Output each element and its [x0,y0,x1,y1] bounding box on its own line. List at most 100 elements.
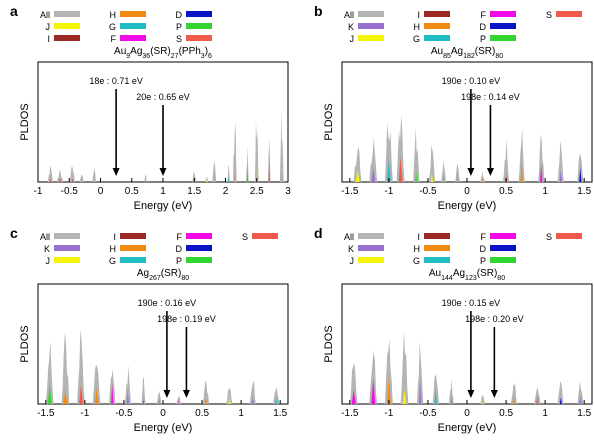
dos-band-all [417,341,424,404]
plot-area [341,283,593,405]
dos-band-all [69,165,75,182]
dos-band-all [205,176,208,182]
dos-band-partial [79,384,83,404]
dos-band-partial [402,389,407,404]
dos-band-all [48,165,53,182]
legend-label-P: P [176,256,182,266]
legend-label-F: F [481,10,487,20]
legend: All I F S K H D J G P [344,232,582,266]
legend-label-J: J [46,22,51,32]
legend-label-H: H [110,10,117,20]
gap-annotation: 190e : 0.15 eV [442,298,501,308]
x-tick-label: 0.5 [499,186,513,197]
legend-label-S: S [546,232,552,242]
legend: All I F S K H D J G P [40,232,278,266]
dos-band-all [79,174,84,182]
legend-swatch-P [490,257,516,263]
dos-band-partial [386,376,391,404]
dos-band-partial [143,399,144,404]
dos-band-all [61,332,70,404]
legend-label-All: All [344,232,354,242]
legend-swatch-I [424,233,450,239]
dos-band-partial [371,379,376,404]
panel-c: c All I F S K H D J G P Ag267(SR)80 -1.5 -1 -0.5 0 0.5 1 1… [10,225,289,434]
x-tick-label: 1 [542,186,548,197]
legend-swatch-F [490,233,516,239]
dos-band-all [124,365,131,404]
legend-label-K: K [44,244,50,254]
x-tick-label: 2 [223,186,229,197]
dos-band-all [413,127,420,182]
x-axis-label: Energy (eV) [134,422,193,434]
dos-band-all [268,137,271,182]
x-tick-label: -0.5 [419,186,437,197]
legend-swatch-I [120,233,146,239]
dos-band-partial [227,176,230,182]
legend-swatch-J [54,23,80,29]
dos-band-all [557,380,564,404]
dos-band-partial [71,178,73,182]
dos-band-partial [126,391,129,404]
panel-title: Au144Ag123(SR)80 [429,268,505,282]
x-axis-label: Energy (eV) [134,200,193,212]
dos-band-partial [94,388,99,404]
legend-swatch-H [424,23,450,29]
x-axis-label: Energy (eV) [438,200,497,212]
x-tick-label: -1.5 [341,408,359,419]
legend: All H D J G P I F S [40,10,212,44]
x-axis-label: Energy (eV) [438,422,497,434]
x-tick-label: -0.5 [61,186,79,197]
legend-label-I: I [47,34,50,44]
dos-band-partial [111,384,114,404]
dos-band-partial [275,397,278,404]
dos-band-partial [443,174,444,182]
x-tick-label: -1.5 [37,408,55,419]
dos-band-all [369,138,378,182]
gap-arrow-head [163,390,171,398]
legend-swatch-D [186,245,212,251]
legend-swatch-K [358,245,384,251]
dos-band-partial [144,179,147,182]
dos-band-partial [415,171,418,182]
gap-annotation: 198e : 0.20 eV [465,314,524,324]
legend-swatch-G [424,35,450,41]
dos-band-partial [536,396,539,404]
dos-band-all [254,120,259,182]
dos-band-all [349,363,358,404]
legend-swatch-I [54,35,80,41]
legend-label-D: D [480,244,487,254]
x-tick-label: -1 [384,186,393,197]
legend-label-All: All [344,10,354,20]
gap-annotation: 18e : 0.71 eV [89,76,143,86]
gap-arrow-head [486,168,494,176]
legend-label-I: I [417,10,420,20]
legend-label-P: P [480,34,486,44]
x-tick-label: 3 [285,186,291,197]
gap-annotation: 190e : 0.10 eV [442,76,501,86]
dos-band-partial [520,160,523,182]
x-axis: -1.5 -1 -0.5 0 0.5 1 1.5 [341,400,592,419]
legend-label-G: G [413,34,420,44]
legend-swatch-All [54,233,80,239]
dos-band-partial [482,178,483,182]
panel-d: d All I F S K H D J G P Au144Ag123(SR)80 -1.5 -1 -0.5 0… [314,225,593,434]
x-tick-label: 1 [238,408,244,419]
legend-label-F: F [111,34,117,44]
legend-label-J: J [46,256,51,266]
dos-band-partial [158,397,160,404]
dos-band-partial [457,174,458,182]
x-tick-label: 0 [464,186,470,197]
legend-label-S: S [176,34,182,44]
panel-title: Au85Ag182(SR)80 [431,46,503,60]
dos-band-all [369,351,378,404]
panel-letter: d [314,225,323,241]
panel-letter: c [10,225,18,241]
gap-arrow-head [467,390,475,398]
dos-band-all [273,387,280,404]
x-tick-label: 0 [464,408,470,419]
x-tick-label: -1 [384,408,393,419]
gap-annotation: 20e : 0.65 eV [136,92,190,102]
dos-band-all [192,171,197,182]
dos-band-all [246,146,249,182]
x-tick-label: -1 [34,186,43,197]
